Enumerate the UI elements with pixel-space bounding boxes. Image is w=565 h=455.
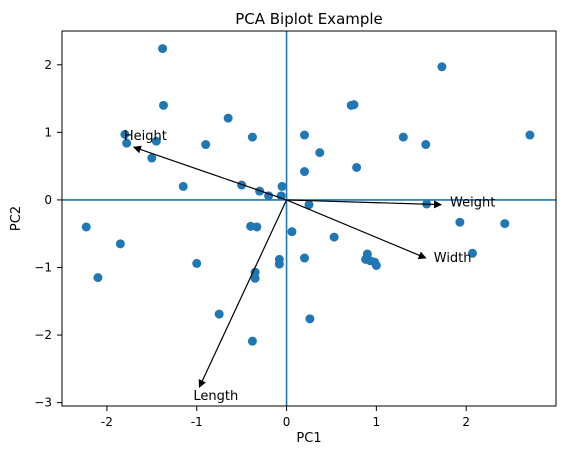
data-point-34 (329, 232, 339, 242)
loading-label-length: Length (193, 389, 238, 404)
data-point-9 (247, 132, 257, 142)
data-point-18 (352, 162, 362, 172)
data-point-11 (525, 130, 535, 140)
x-tick-label-2: -1 (191, 415, 203, 429)
data-point-10 (398, 132, 408, 142)
data-point-6 (223, 113, 233, 123)
y-tick-label-4: 0 (44, 193, 52, 207)
data-point-16 (315, 148, 325, 158)
x-tick-label-3: 0 (283, 415, 291, 429)
data-point-23 (264, 191, 274, 201)
data-point-2 (437, 62, 447, 72)
y-axis-label: PC2 (9, 206, 24, 231)
data-point-28 (455, 217, 465, 227)
data-point-15 (421, 140, 431, 150)
data-point-4 (349, 100, 359, 110)
data-point-36 (467, 248, 477, 258)
data-point-13 (122, 138, 132, 148)
data-point-25 (276, 191, 286, 201)
x-tick-label-4: 1 (373, 415, 381, 429)
loading-arrow-width (286, 199, 427, 260)
data-point-14 (201, 140, 211, 150)
data-point-20 (178, 181, 188, 191)
data-point-29 (500, 219, 510, 229)
data-point-49 (214, 309, 224, 319)
data-point-51 (247, 336, 257, 346)
data-point-47 (93, 273, 103, 283)
data-point-8 (300, 130, 310, 140)
y-tick-label-1: −3 (34, 396, 52, 410)
data-point-50 (305, 314, 315, 324)
data-point-30 (81, 222, 91, 232)
data-point-17 (147, 153, 157, 163)
data-point-48 (250, 273, 260, 283)
data-point-24 (277, 181, 287, 191)
data-point-5 (158, 100, 168, 110)
data-point-32 (252, 222, 262, 232)
y-tick-label-5: 1 (44, 125, 52, 139)
loading-label-width: Width (434, 251, 472, 266)
loading-label-height: Height (124, 129, 167, 144)
data-point-19 (300, 167, 310, 177)
data-point-7 (120, 129, 130, 139)
data-point-43 (274, 259, 284, 269)
data-point-21 (237, 180, 247, 190)
data-point-38 (300, 253, 310, 263)
data-point-12 (151, 136, 161, 146)
loading-label-weight: Weight (450, 196, 495, 211)
x-tick-label-1: -2 (101, 415, 113, 429)
y-tick-label-2: −2 (34, 328, 52, 342)
loading-arrow-length (198, 199, 288, 388)
data-point-45 (192, 258, 202, 268)
data-point-35 (115, 239, 125, 249)
loading-arrow-height (132, 145, 287, 201)
chart-title: PCA Biplot Example (235, 10, 383, 28)
plot-frame (61, 30, 557, 407)
data-point-33 (287, 227, 297, 237)
data-point-1 (158, 44, 168, 54)
loading-arrow-weight (286, 199, 442, 209)
y-tick-label-3: −1 (34, 260, 52, 274)
x-axis-label: PC1 (296, 431, 321, 446)
plot-area (62, 31, 556, 406)
data-point-27 (304, 200, 314, 210)
data-point-44 (371, 260, 381, 270)
x-tick-label-5: 2 (462, 415, 470, 429)
y-tick-label-6: 2 (44, 58, 52, 72)
